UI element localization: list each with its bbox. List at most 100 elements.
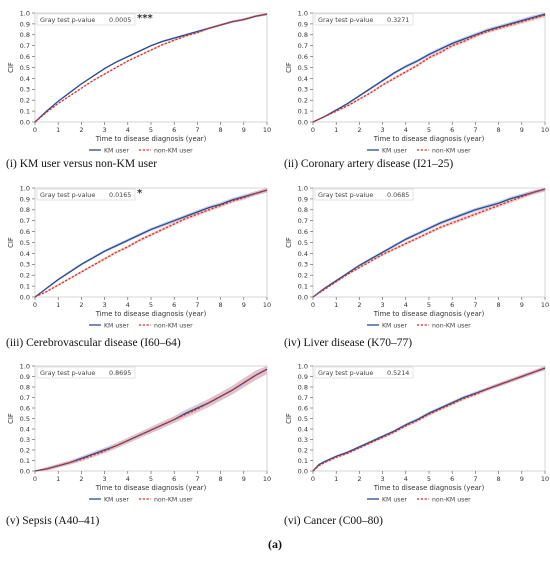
x-axis-title: Time to disease diagnosis (year) xyxy=(95,484,207,492)
legend-label-km-user: KM user xyxy=(382,147,407,154)
x-tick-label: 9 xyxy=(520,475,524,483)
y-tick-label: 0.4 xyxy=(20,75,30,83)
y-tick-label: 0.4 xyxy=(20,425,30,433)
legend-label-km-user: KM user xyxy=(382,496,407,503)
x-axis-title: Time to disease diagnosis (year) xyxy=(373,310,485,318)
x-tick-label: 10 xyxy=(541,475,549,483)
confidence-band-non-km-user xyxy=(35,188,267,297)
y-tick-label: 0.7 xyxy=(298,394,308,402)
chart-panel-5: 0.0 0.1 0.2 0.3 0.4 0.5 0.6 0.7 0.8 0.9 1.0 0 1 2 3 4 5 6… xyxy=(7,362,271,503)
x-tick-label: 9 xyxy=(242,301,246,309)
pvalue-label: Gray test p-value xyxy=(40,16,95,24)
y-tick-label: 0.3 xyxy=(298,86,308,94)
confidence-band-km-user xyxy=(313,188,545,297)
pvalue-box xyxy=(314,366,414,379)
x-tick-label: 0 xyxy=(311,475,315,483)
y-tick-label: 0.1 xyxy=(298,108,308,116)
x-tick-label: 0 xyxy=(33,475,37,483)
pvalue-label: Gray test p-value xyxy=(40,369,95,377)
y-tick-label: 0.7 xyxy=(20,217,30,225)
y-tick-label: 0.8 xyxy=(20,383,30,391)
y-tick-label: 0.7 xyxy=(298,217,308,225)
x-tick-label: 8 xyxy=(219,126,223,134)
x-tick-label: 10 xyxy=(263,301,271,309)
x-tick-label: 5 xyxy=(427,475,431,483)
x-tick-label: 6 xyxy=(172,301,176,309)
x-tick-label: 4 xyxy=(126,475,130,483)
y-tick-label: 0.9 xyxy=(298,373,308,381)
y-tick-label: 0.4 xyxy=(20,250,30,258)
legend-label-non-km-user: non-KM user xyxy=(432,496,471,503)
y-tick-label: 0.1 xyxy=(20,283,30,291)
y-tick-label: 0.6 xyxy=(20,404,30,412)
y-tick-label: 0.5 xyxy=(20,239,30,247)
series-line-km-user xyxy=(34,189,268,298)
series-line-km-user xyxy=(34,368,268,472)
plot-frame xyxy=(34,187,268,298)
pvalue-label: Gray test p-value xyxy=(318,369,373,377)
significance-marker: * xyxy=(137,188,143,199)
pvalue-value: 0.5214 xyxy=(387,369,409,377)
x-tick-label: 10 xyxy=(541,301,549,309)
y-axis-title: CIF xyxy=(7,62,15,73)
x-tick-label: 8 xyxy=(219,475,223,483)
pvalue-label: Gray test p-value xyxy=(318,16,373,24)
series-line-km-user xyxy=(312,188,546,298)
y-tick-label: 0.3 xyxy=(298,261,308,269)
x-tick-label: 10 xyxy=(263,126,271,134)
y-tick-label: 0.9 xyxy=(20,20,30,28)
y-tick-label: 0.9 xyxy=(20,195,30,203)
panel-caption-2: (ii) Coronary artery disease (I21–25) xyxy=(284,158,454,170)
y-tick-label: 0.6 xyxy=(20,53,30,61)
x-tick-label: 0 xyxy=(33,301,37,309)
x-tick-label: 7 xyxy=(473,301,477,309)
panel-caption-1: (i) KM user versus non-KM user xyxy=(6,158,158,170)
x-tick-label: 3 xyxy=(103,126,107,134)
x-tick-label: 8 xyxy=(497,475,501,483)
confidence-band-non-km-user xyxy=(313,366,545,471)
y-tick-label: 0.2 xyxy=(20,446,30,454)
x-tick-label: 2 xyxy=(357,475,361,483)
pvalue-value: 0.0005 xyxy=(109,16,131,24)
x-tick-label: 4 xyxy=(126,126,130,134)
series-line-non-km-user xyxy=(34,368,268,472)
x-tick-label: 6 xyxy=(450,301,454,309)
plot-frame xyxy=(34,12,268,123)
x-tick-label: 2 xyxy=(79,475,83,483)
legend-label-non-km-user: non-KM user xyxy=(154,496,193,503)
confidence-band-km-user xyxy=(35,366,267,471)
y-axis-title: CIF xyxy=(285,413,293,424)
x-tick-label: 1 xyxy=(334,475,338,483)
x-tick-label: 5 xyxy=(149,301,153,309)
y-tick-label: 0.0 xyxy=(298,467,308,475)
x-tick-label: 2 xyxy=(79,126,83,134)
x-tick-label: 3 xyxy=(381,475,385,483)
x-tick-label: 8 xyxy=(497,301,501,309)
y-axis-title: CIF xyxy=(7,413,15,424)
chart-panel-3: 0.0 0.1 0.2 0.3 0.4 0.5 0.6 0.7 0.8 0.9 1.0 0 1 2 3 4 5 6… xyxy=(7,184,271,329)
pvalue-value: 0.8695 xyxy=(109,369,131,377)
chart-panel-4: 0.0 0.1 0.2 0.3 0.4 0.5 0.6 0.7 0.8 0.9 1.0 0 1 2 3 4 5 6… xyxy=(285,184,549,329)
series-line-km-user xyxy=(312,13,546,123)
y-tick-label: 0.9 xyxy=(298,20,308,28)
legend-label-km-user: KM user xyxy=(382,322,407,329)
pvalue-box xyxy=(314,188,414,201)
y-tick-label: 0.5 xyxy=(298,64,308,72)
y-axis-title: CIF xyxy=(7,237,15,248)
x-tick-label: 7 xyxy=(195,126,199,134)
x-tick-label: 7 xyxy=(195,301,199,309)
y-tick-label: 0.9 xyxy=(20,373,30,381)
y-tick-label: 0.2 xyxy=(20,97,30,105)
series-line-non-km-user xyxy=(34,13,268,123)
x-tick-label: 3 xyxy=(381,301,385,309)
legend-label-non-km-user: non-KM user xyxy=(154,322,193,329)
y-tick-label: 0.4 xyxy=(298,250,308,258)
plot-frame xyxy=(34,365,268,472)
panel-caption-3: (iii) Cerebrovascular disease (I60–64) xyxy=(6,337,181,349)
y-tick-label: 0.6 xyxy=(298,404,308,412)
y-tick-label: 0.8 xyxy=(298,31,308,39)
y-tick-label: 0.3 xyxy=(20,436,30,444)
y-tick-label: 0.6 xyxy=(298,53,308,61)
y-tick-label: 0.8 xyxy=(298,206,308,214)
